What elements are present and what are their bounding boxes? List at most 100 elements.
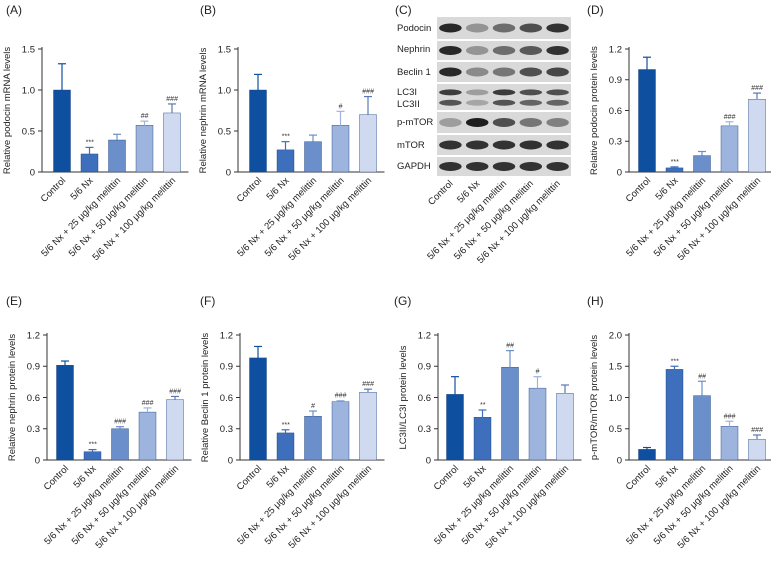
bar [359,392,377,461]
bar [304,141,322,173]
y-tick-label: 1.5 [218,44,231,55]
y-tick-label: 0.6 [220,393,233,404]
bar [693,395,711,461]
bar [693,155,711,173]
bar [638,449,656,461]
blot-band [492,99,516,106]
significance-marker: ### [362,381,374,388]
significance-marker: # [536,369,540,376]
blot-band [546,67,569,77]
bar [556,393,574,461]
y-tick-label: 0 [228,455,233,466]
bar [80,153,99,173]
blot-band [546,89,569,96]
y-tick-label: 1.0 [22,85,35,96]
panel-letter: (C) [395,3,412,17]
y-tick-label: 0.9 [27,362,40,373]
bar [720,426,739,461]
bar [56,365,74,461]
significance-marker: ### [142,400,154,407]
blot-band [465,46,489,55]
bar [638,69,656,173]
blot-band [546,140,569,150]
y-tick-label: 0 [617,455,622,466]
blot-band [546,162,569,171]
blot-band [439,162,462,171]
blot-band [492,140,516,150]
bar [748,439,766,461]
category-label: Control [624,463,653,492]
y-tick-label: 1.0 [218,85,231,96]
y-axis-label: p-mTOR/mTOR protein levels [589,335,600,461]
y-axis-label: Relative podocin mRNA levels [2,47,13,175]
blot-row-label: LC3I [397,87,417,98]
significance-marker: ### [751,427,763,434]
blot-band [519,162,543,171]
significance-marker: ### [169,388,181,395]
bar [304,416,322,461]
blot-row-label: Nephrin [397,44,430,55]
y-tick-label: 1.0 [609,393,622,404]
blot-band [492,118,516,127]
category-label: Control [235,175,264,204]
bar [111,428,129,461]
y-tick-label: 1.2 [220,330,233,341]
blot-band [519,140,543,150]
panel-letter: (H) [587,294,604,308]
y-tick-label: 0 [617,167,622,178]
blot-band [465,162,489,171]
y-tick-label: 1.2 [609,44,622,55]
y-tick-label: 1.5 [22,44,35,55]
y-tick-label: 0 [426,455,431,466]
y-tick-label: 0.9 [220,362,233,373]
bar [748,99,766,173]
blot-row-label: mTOR [397,140,425,151]
y-tick-label: 0.3 [27,424,40,435]
panel-letter: (G) [394,294,411,308]
y-tick-label: 0.9 [609,75,622,86]
bar-chart-panel: (F) 0 0.3 0.6 0.9 1.2 Relative Beclin 1 protei… [200,294,385,551]
blot-band [439,67,462,77]
blot-band [492,89,516,96]
category-label: Control [624,175,653,204]
blot-strip [437,84,571,110]
panel-letter: (E) [6,294,22,308]
significance-marker: *** [670,159,678,166]
bar-chart-panel: (G) 0 0.3 0.6 0.9 1.2 LC3II/LC3I protein level… [394,294,582,551]
bar-chart-panel: (D) 0 0.3 0.6 0.9 1.2 Relative podocin protein… [587,3,771,263]
y-axis-label: Relative Beclin 1 protein levels [200,333,211,463]
y-tick-label: 0 [226,167,231,178]
blot-lane-label: Control [426,178,455,207]
bar-chart-panel: (B) 0 0.5 1.0 1.5 Relative nephrin mRNA level… [198,3,385,263]
bar [501,367,519,461]
panel-letter: (A) [6,3,22,17]
significance-marker: *** [281,134,289,141]
blot-band [439,140,462,150]
blot-band [439,99,462,106]
blot-band [465,99,489,106]
y-tick-label: 0 [30,167,35,178]
bar [331,125,350,173]
bar [359,114,377,173]
blot-band [465,89,489,96]
blot-band [465,118,489,127]
significance-marker: ### [724,413,736,420]
y-axis-label: Relative podocin protein levels [589,46,600,175]
bar [528,387,547,461]
significance-marker: ### [335,393,347,400]
significance-marker: ## [506,343,514,350]
category-label: Control [42,463,71,492]
significance-marker: *** [85,139,93,146]
y-axis-label: LC3II/LC3I protein levels [398,345,409,449]
blot-row-label: GAPDH [397,161,431,172]
y-tick-label: 0.3 [418,424,431,435]
y-tick-label: 1.5 [609,362,622,373]
panel-letter: (B) [200,3,216,17]
blot-band [546,118,569,127]
blot-band [439,118,462,127]
blot-band [519,99,543,106]
significance-marker: ### [114,419,126,426]
bar [665,369,684,461]
